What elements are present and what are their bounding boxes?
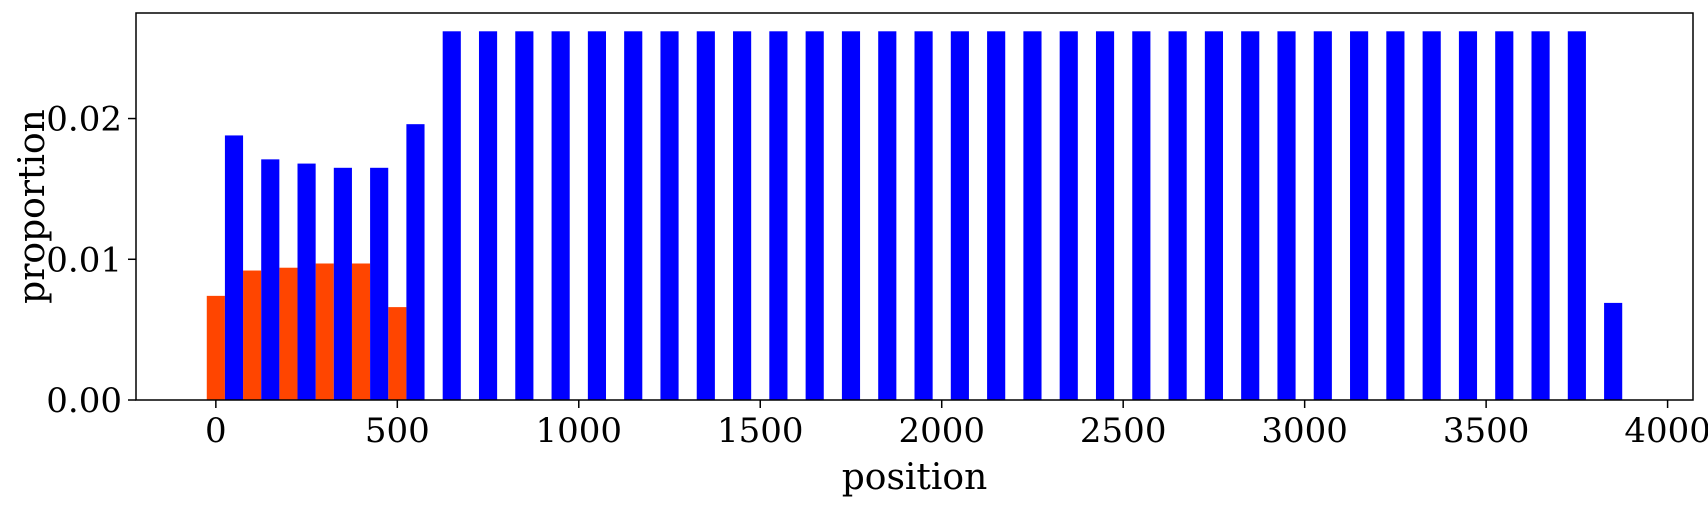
plot-frame xyxy=(135,12,1694,401)
bar-series2-5 xyxy=(406,124,425,400)
bar-series2-36 xyxy=(1531,31,1550,400)
bar-series2-4 xyxy=(370,167,389,400)
bar-series2-2 xyxy=(297,163,316,400)
x-tick-label: 1000 xyxy=(536,411,623,451)
bar-series2-26 xyxy=(1168,31,1187,400)
x-tick-label: 0 xyxy=(205,411,227,451)
bar-series2-37 xyxy=(1567,31,1586,400)
bars-group xyxy=(206,31,1623,400)
y-tick-label: 0.02 xyxy=(46,100,122,140)
bar-series1-2 xyxy=(279,267,298,400)
bar-series2-16 xyxy=(805,31,824,400)
bar-series1-1 xyxy=(243,270,262,400)
bar-series2-10 xyxy=(587,31,607,400)
bar-series1-3 xyxy=(315,263,334,400)
bar-series2-9 xyxy=(551,31,570,400)
y-axis-label: proportion xyxy=(12,109,53,304)
bar-series2-15 xyxy=(769,31,788,400)
bar-series2-32 xyxy=(1386,31,1405,400)
y-tick-label: 0.00 xyxy=(46,381,122,421)
bar-series2-8 xyxy=(515,31,534,400)
bar-series1-4 xyxy=(351,263,371,400)
bar-series2-33 xyxy=(1422,31,1441,400)
bar-series2-22 xyxy=(1023,31,1042,400)
bar-series2-12 xyxy=(660,31,679,400)
bar-series2-21 xyxy=(987,31,1006,400)
x-tick-label: 3000 xyxy=(1261,411,1348,451)
x-tick-label: 1500 xyxy=(717,411,804,451)
x-tick-label: 500 xyxy=(365,411,430,451)
x-axis-label: position xyxy=(842,457,988,498)
bar-series2-24 xyxy=(1095,31,1115,400)
bar-series1-0 xyxy=(206,295,225,400)
bar-series2-38 xyxy=(1604,302,1623,400)
bar-series2-14 xyxy=(733,31,752,400)
bar-series2-30 xyxy=(1313,31,1332,400)
bar-series2-25 xyxy=(1132,31,1151,400)
y-tick-label: 0.01 xyxy=(46,240,122,280)
bar-series2-23 xyxy=(1059,31,1078,400)
bar-series2-35 xyxy=(1495,31,1514,400)
bar-series2-7 xyxy=(478,31,498,400)
bar-series2-29 xyxy=(1277,31,1296,400)
bar-series2-17 xyxy=(841,31,861,400)
x-tick-label: 3500 xyxy=(1443,411,1530,451)
bar-series2-0 xyxy=(224,135,244,400)
bar-series2-19 xyxy=(914,31,933,400)
y-axis-ticks: 0.00 0.01 0.02 xyxy=(46,100,136,421)
bar-series2-28 xyxy=(1241,31,1260,400)
bar-series2-27 xyxy=(1204,31,1223,400)
bar-series2-6 xyxy=(442,31,461,400)
bar-series2-3 xyxy=(333,167,352,400)
x-axis-ticks: 0 500 1000 1500 2000 2500 3000 3500 4000 xyxy=(205,400,1708,451)
x-tick-label: 4000 xyxy=(1624,411,1708,451)
bar-series2-1 xyxy=(261,159,280,400)
x-tick-label: 2500 xyxy=(1080,411,1167,451)
bar-series2-18 xyxy=(878,31,897,400)
x-tick-label: 2000 xyxy=(898,411,985,451)
bar-series2-13 xyxy=(696,31,715,400)
bar-series2-20 xyxy=(950,31,969,400)
bar-series2-34 xyxy=(1458,31,1478,400)
bar-series1-5 xyxy=(388,307,407,400)
bar-series2-31 xyxy=(1350,31,1369,400)
bar-series2-11 xyxy=(624,31,643,400)
